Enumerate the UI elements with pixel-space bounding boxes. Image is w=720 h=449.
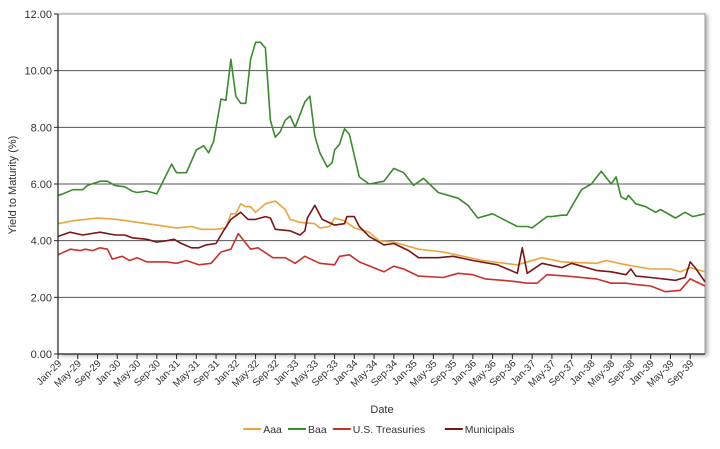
y-tick-label: 2.00 [31, 292, 52, 304]
y-tick-label: 12.00 [24, 9, 52, 21]
x-axis: Jan-29May-29Sep-29Jan-30May-30Sep-30Jan-… [35, 354, 697, 390]
series-line-municipals [57, 204, 706, 283]
y-tick-label: 6.00 [31, 179, 52, 191]
legend-item: U.S. Treasuries [332, 424, 425, 436]
series-lines [57, 41, 706, 293]
series-line-baa [57, 41, 706, 229]
legend-item: Baa [288, 424, 327, 436]
series-line-u-s-treasuries [57, 232, 706, 293]
legend-label: U.S. Treasuries [353, 424, 425, 436]
legend-label: Aaa [263, 424, 282, 436]
y-axis-title: Yield to Maturity (%) [7, 136, 19, 235]
legend-label: Baa [308, 424, 327, 436]
y-tick-label: 0.00 [31, 349, 52, 361]
y-axis: 0.00 2.00 4.00 6.00 8.00 10.00 12.00 [24, 9, 58, 361]
legend: Aaa Baa U.S. Treasuries Municipals [243, 424, 514, 436]
x-axis-title: Date [370, 404, 393, 416]
legend-item: Municipals [444, 424, 515, 436]
series-line-aaa [57, 200, 706, 273]
legend-label: Municipals [465, 424, 515, 436]
y-tick-label: 8.00 [31, 122, 52, 134]
y-tick-label: 10.00 [24, 66, 52, 78]
legend-item: Aaa [243, 424, 282, 436]
y-tick-label: 4.00 [31, 236, 52, 248]
